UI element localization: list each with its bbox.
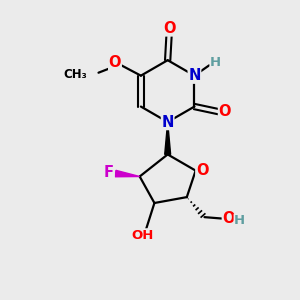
Text: N: N: [161, 115, 174, 130]
Polygon shape: [115, 170, 140, 177]
Text: H: H: [234, 214, 245, 227]
Text: O: O: [196, 163, 208, 178]
Text: O: O: [218, 104, 231, 119]
Text: CH₃: CH₃: [64, 68, 87, 81]
Text: F: F: [104, 165, 114, 180]
Text: OH: OH: [131, 229, 154, 242]
Polygon shape: [165, 122, 171, 154]
Text: O: O: [163, 21, 175, 36]
Text: N: N: [188, 68, 201, 83]
Text: O: O: [109, 56, 121, 70]
Text: O: O: [222, 211, 235, 226]
Text: H: H: [210, 56, 221, 69]
